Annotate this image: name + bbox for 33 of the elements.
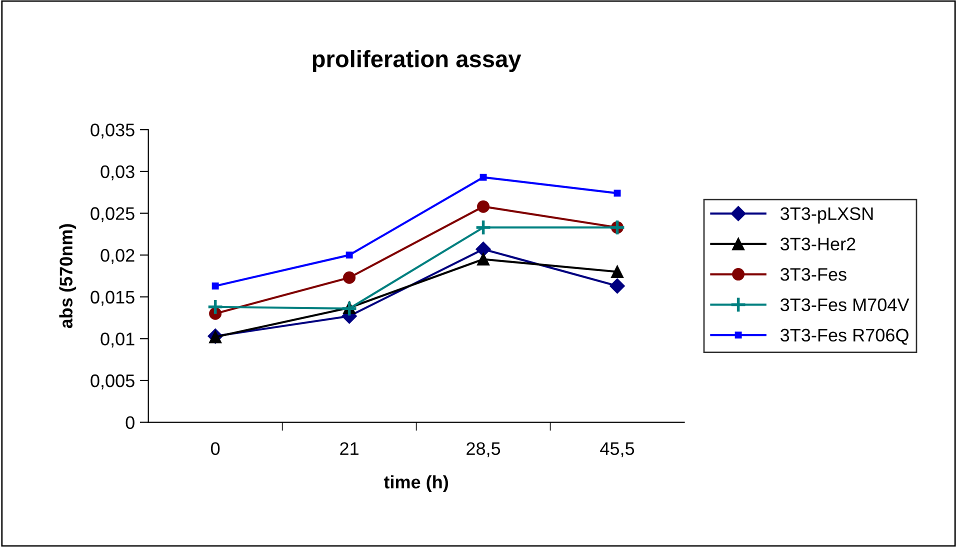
x-tick-label: 45,5 (600, 442, 634, 458)
point (346, 252, 353, 259)
y-tick-label: 0,015 (90, 290, 134, 306)
y-axis-title: abs (570nm) (59, 224, 76, 328)
point (340, 300, 358, 317)
x-tick-label: 21 (340, 442, 358, 455)
legend-label: 3T3-Fes (780, 268, 846, 281)
point (343, 271, 356, 284)
legend-label: 3T3-Fes M704V (780, 298, 910, 312)
point (476, 242, 491, 257)
point (212, 282, 219, 290)
point (474, 219, 492, 236)
y-tick-label: 0 (126, 416, 134, 430)
y-tick-label: 0,02 (100, 248, 134, 264)
point (610, 278, 625, 294)
point (480, 174, 487, 181)
y-tick-label: 0,035 (90, 124, 134, 138)
legend-label: 3T3-pLXSN (780, 207, 873, 224)
legend-label: 3T3-Fes R706Q (780, 328, 908, 345)
x-tick-label: 0 (211, 442, 220, 455)
point (611, 266, 624, 278)
x-tick-label: 28,5 (466, 442, 500, 458)
y-tick-label: 0,03 (100, 165, 134, 180)
point (614, 190, 621, 197)
chart-title: proliferation assay (312, 50, 522, 72)
x-axis-title: time (h) (384, 475, 448, 492)
point (477, 200, 490, 213)
y-tick-label: 0,025 (90, 207, 134, 222)
point (477, 252, 490, 266)
legend-label: 3T3-Her2 (780, 238, 856, 250)
point (206, 298, 224, 316)
y-tick-label: 0,005 (90, 374, 134, 390)
y-tick-label: 0,01 (100, 332, 134, 348)
